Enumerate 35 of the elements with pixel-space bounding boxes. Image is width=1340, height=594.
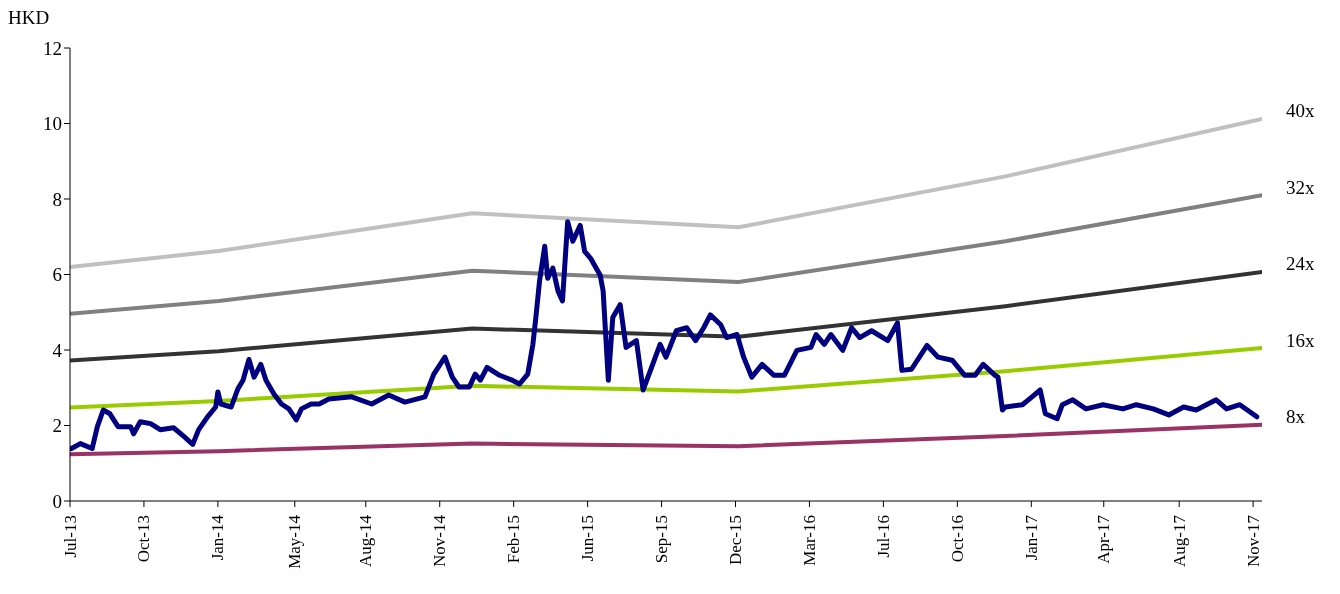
- y-tick-label: 12: [43, 37, 62, 59]
- series-label: 32x: [1286, 176, 1315, 198]
- series-label: 40x: [1286, 100, 1315, 122]
- y-tick-label: 10: [43, 113, 62, 135]
- x-tick-label: Jun-15: [578, 515, 598, 562]
- y-tick-label: 8: [52, 188, 62, 210]
- series-label: 24x: [1286, 253, 1315, 275]
- y-axis-title: HKD: [8, 7, 50, 28]
- x-tick-label: Aug-14: [356, 514, 376, 567]
- x-tick-label: Aug-17: [1169, 514, 1189, 567]
- x-tick-label: Oct-16: [947, 515, 967, 563]
- x-tick-label: Feb-15: [504, 515, 524, 564]
- line-series: [70, 116, 1262, 269]
- x-tick-label: Jan-14: [208, 514, 228, 561]
- series-label: 16x: [1286, 329, 1315, 351]
- x-tick-label: Jan-17: [1021, 514, 1041, 561]
- x-tick-label: Mar-16: [799, 515, 819, 566]
- x-tick-label: Nov-14: [430, 514, 450, 567]
- x-tick-label: Dec-15: [726, 515, 746, 566]
- x-tick-label: Jul-13: [60, 515, 80, 558]
- series-label: 8x: [1286, 406, 1306, 428]
- x-tick-label: May-14: [285, 514, 305, 569]
- y-tick-label: 4: [52, 339, 63, 361]
- y-tick-label: 6: [52, 264, 62, 286]
- y-tick-label: 2: [52, 415, 62, 437]
- line-series: [70, 193, 1262, 316]
- x-tick-label: Sep-15: [652, 515, 672, 564]
- line-series: [70, 346, 1262, 410]
- y-tick-label: 0: [52, 490, 62, 512]
- line-series: [70, 422, 1262, 457]
- x-tick-label: Nov-17: [1243, 514, 1263, 567]
- line-series: [70, 269, 1262, 363]
- x-tick-label: Jul-16: [873, 515, 893, 558]
- x-tick-label: Oct-13: [134, 515, 154, 563]
- x-tick-label: Apr-17: [1094, 514, 1114, 564]
